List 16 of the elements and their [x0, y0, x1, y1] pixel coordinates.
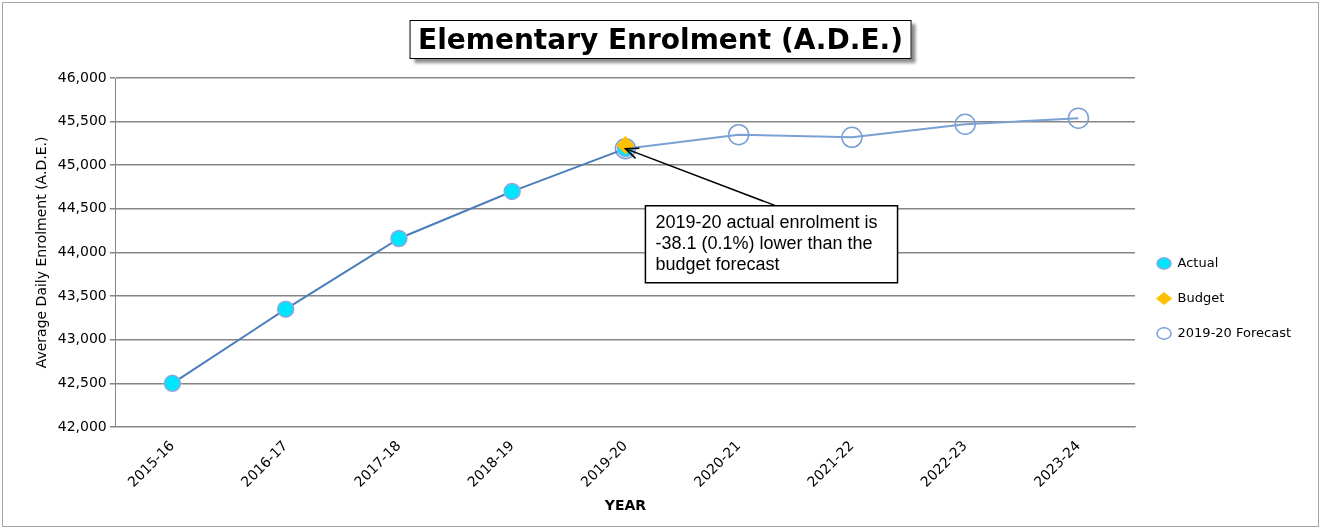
x-axis-title: YEAR	[603, 497, 647, 514]
chart-title: Elementary Enrolment (A.D.E.)	[409, 20, 912, 59]
annotation: 2019-20 actual enrolment is -38.1 (0.1%) lower than the budget forecast	[655, 211, 878, 274]
y-tick-label: 46,000	[57, 68, 107, 85]
y-axis-title: Average Daily Enrolment (A.D.E.)	[33, 136, 50, 369]
legend-label: Budget	[1177, 289, 1225, 305]
legend-label: Actual	[1177, 254, 1219, 270]
y-tick-label: 44,000	[57, 243, 107, 260]
y-tick-label: 42,000	[57, 417, 107, 434]
legend-label: 2019-20 Forecast	[1177, 324, 1292, 340]
y-tick-label: 43,500	[57, 286, 107, 303]
y-tick-label: 44,500	[57, 199, 107, 216]
y-tick-label: 45,000	[57, 155, 107, 172]
y-tick-label: 42,500	[57, 373, 107, 390]
y-tick-label: 45,500	[57, 112, 107, 129]
y-tick-label: 43,000	[57, 330, 107, 347]
